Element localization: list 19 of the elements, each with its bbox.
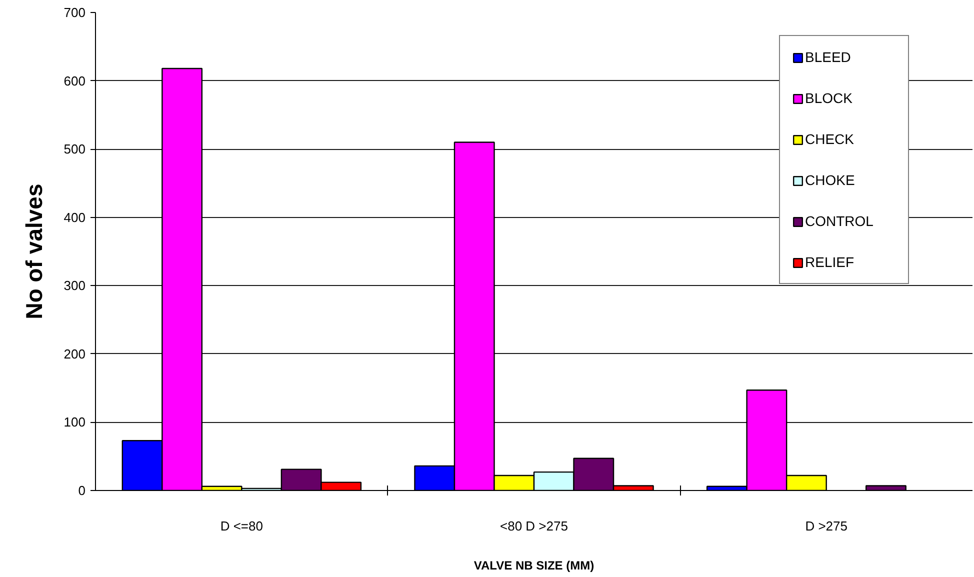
x-tick-label: D <=80 [220, 518, 263, 534]
y-tick-label: 200 [64, 346, 86, 362]
y-tick-label: 600 [64, 73, 86, 88]
y-tick-label: 0 [78, 483, 86, 498]
legend-label: CONTROL [805, 212, 874, 230]
legend-label: RELIEF [805, 253, 856, 271]
x-tick-label: <80 D >275 [500, 518, 568, 534]
x-axis-title: VALVE NB SIZE (MM) [474, 558, 594, 572]
legend-label: CHECK [805, 130, 856, 148]
y-tick-label: 100 [64, 414, 86, 430]
y-tick-label: 500 [64, 142, 86, 157]
y-tick-label: 400 [64, 210, 86, 225]
legend-label: CHOKE [805, 171, 856, 189]
legend-label: BLOCK [805, 89, 854, 107]
y-tick-label: 300 [64, 278, 86, 294]
y-axis-title: No of valves [20, 184, 47, 320]
y-tick-label: 700 [64, 5, 86, 20]
x-tick-label: D >275 [805, 518, 848, 534]
legend-label: BLEED [805, 48, 852, 66]
